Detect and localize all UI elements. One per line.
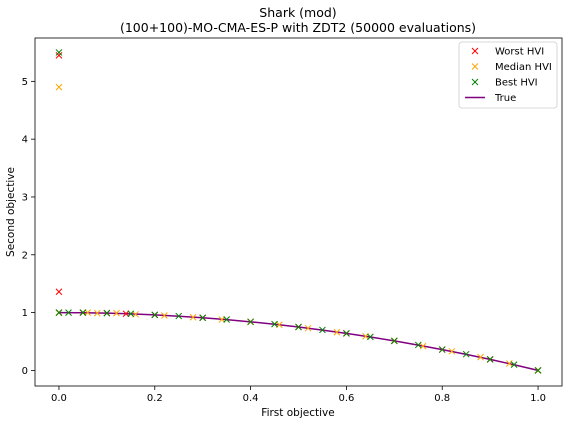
x-tick-label: 1.0 (530, 393, 546, 404)
x-axis-label: First objective (261, 407, 334, 419)
legend-label-true: True (494, 93, 516, 104)
legend-label-median-hvi: Median HVI (495, 62, 552, 73)
x-tick-label: 0.8 (434, 393, 450, 404)
legend-label-best-hvi: Best HVI (495, 78, 538, 89)
x-tick-label: 0.6 (338, 393, 354, 404)
x-tick-label: 0.4 (243, 393, 259, 404)
y-tick-label: 5 (22, 77, 28, 88)
y-tick-label: 1 (22, 308, 28, 319)
x-tick-label: 0.0 (51, 393, 67, 404)
x-tick-label: 0.2 (147, 393, 163, 404)
chart-subtitle: (100+100)-MO-CMA-ES-P with ZDT2 (50000 e… (120, 20, 476, 35)
y-tick-label: 2 (22, 250, 28, 261)
chart-title: Shark (mod) (259, 5, 336, 20)
y-tick-label: 0 (22, 366, 28, 377)
y-tick-label: 4 (22, 135, 28, 146)
legend: Worst HVI Median HVI Best HVI True (459, 42, 557, 108)
y-tick-label: 3 (22, 192, 28, 203)
y-axis-label: Second objective (5, 167, 17, 257)
legend-label-worst-hvi: Worst HVI (495, 47, 544, 58)
